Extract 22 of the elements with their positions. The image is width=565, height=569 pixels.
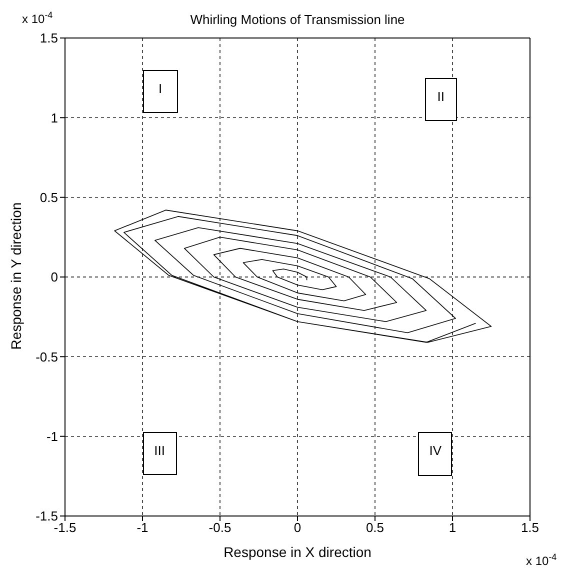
chart-title: Whirling Motions of Transmission line <box>189 12 406 27</box>
y-tick-label: 1 <box>50 110 58 126</box>
x-tick-label: -1 <box>136 520 148 536</box>
text: x 10$^{-4}$ <box>526 552 557 568</box>
y-tick-label: 0 <box>50 270 58 285</box>
y-tick-label: 1.5 <box>40 30 58 46</box>
annotation: I <box>158 80 162 96</box>
y-tick-label: -1.5 <box>36 508 58 524</box>
text: x 10$^{-4}$ <box>22 10 53 26</box>
x-tick-label: -0.5 <box>208 520 232 536</box>
y-axis-title: Response in Y direction <box>8 201 24 352</box>
x-tick-label: 0 <box>294 520 302 536</box>
y-tick-label: -1 <box>46 428 58 444</box>
x-tick-label: 0.5 <box>366 520 384 536</box>
annotation: II <box>437 88 444 104</box>
x-tick-label: 1 <box>448 520 456 536</box>
annotation: III <box>154 442 165 458</box>
annotation: IV <box>429 442 442 458</box>
x-axis-title: Response in X direction <box>224 544 372 560</box>
y-tick-label: 0.5 <box>40 190 58 205</box>
y-tick-label: -0.5 <box>36 349 58 364</box>
x-tick-label: 1.5 <box>520 520 540 536</box>
